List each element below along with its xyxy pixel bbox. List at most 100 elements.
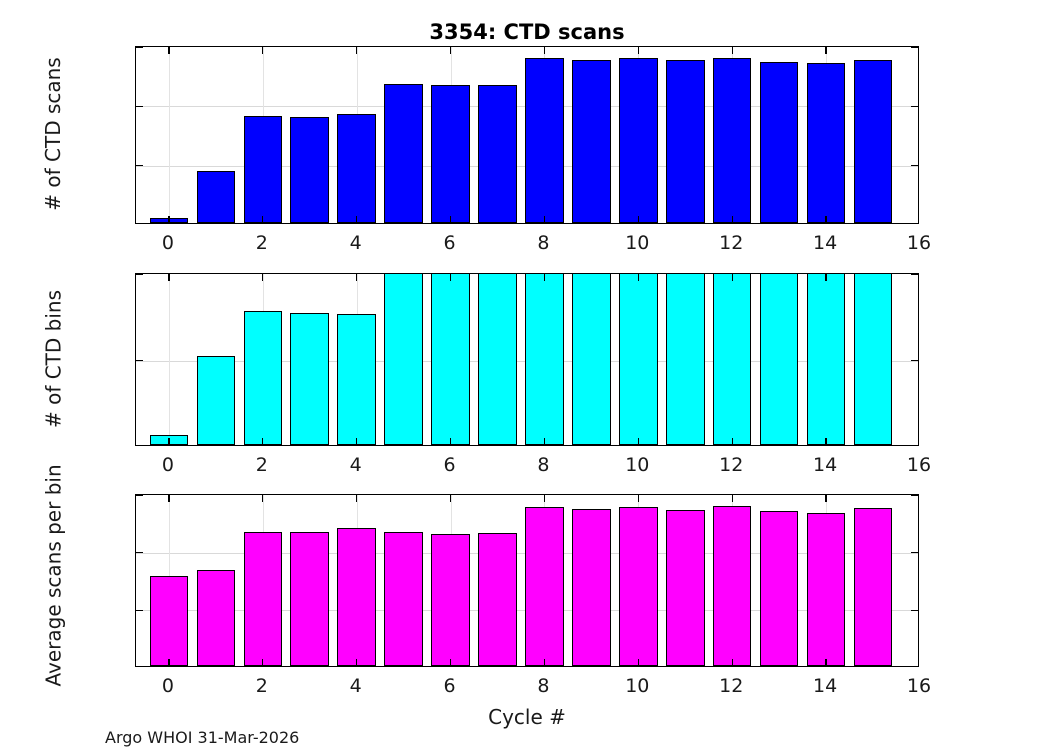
x-tick — [168, 438, 170, 445]
x-tick — [355, 438, 358, 445]
plot-area-average-scans-per-bin — [135, 494, 919, 667]
x-tick — [731, 659, 733, 666]
x-tick-label: 12 — [719, 675, 744, 697]
x-tick-label: 14 — [813, 232, 838, 254]
x-tick — [543, 659, 546, 666]
x-tick — [355, 659, 358, 666]
x-tick — [637, 659, 639, 666]
bar-cycle-12 — [712, 57, 752, 223]
bar-cycle-5 — [384, 274, 423, 445]
x-tick-label: 8 — [537, 675, 550, 697]
bar-cycle-9 — [572, 59, 611, 223]
bar-cycle-10 — [619, 506, 658, 666]
bar-cycle-9 — [572, 509, 611, 666]
y-tick — [911, 274, 918, 275]
x-tick — [825, 438, 827, 445]
x-tick-label: 16 — [906, 454, 932, 476]
bar-cycle-7 — [478, 85, 517, 223]
bar-cycle-10 — [619, 274, 658, 445]
x-tick — [731, 47, 733, 54]
y-tick — [911, 359, 918, 362]
bar-cycle-1 — [196, 170, 236, 223]
y-tick — [136, 274, 143, 275]
bar-cycle-14 — [806, 512, 846, 666]
bar-cycle-3 — [290, 313, 329, 445]
x-tick-label: 10 — [625, 454, 650, 476]
bar-cycle-6 — [431, 274, 470, 445]
bar-cycle-14 — [806, 274, 846, 445]
x-tick-label: 0 — [161, 454, 174, 476]
y-tick — [911, 164, 918, 167]
x-tick — [262, 438, 264, 445]
x-tick — [731, 495, 733, 502]
bar-cycle-7 — [478, 274, 517, 445]
x-tick-label: 6 — [443, 454, 456, 476]
bar-cycle-1 — [196, 356, 236, 445]
y-tick — [136, 551, 143, 554]
x-tick — [355, 495, 358, 502]
x-tick — [543, 438, 546, 445]
bar-cycle-12 — [712, 274, 752, 445]
x-tick-label: 14 — [813, 675, 838, 697]
x-tick-label: 14 — [813, 454, 838, 476]
bar-cycle-3 — [290, 117, 329, 223]
x-tick — [355, 216, 358, 223]
y-tick — [136, 164, 143, 167]
bar-cycle-3 — [290, 532, 329, 666]
x-tick-label: 2 — [255, 232, 268, 254]
plot-area-ctd-bins — [135, 273, 919, 446]
x-tick — [168, 274, 170, 281]
chart-title: 3354: CTD scans — [429, 20, 625, 44]
x-tick — [449, 216, 452, 223]
x-tick — [449, 274, 452, 281]
bar-cycle-2 — [243, 311, 282, 445]
x-tick — [731, 274, 733, 281]
y-axis-title-average-scans-per-bin: Average scans per bin — [41, 463, 65, 686]
x-tick — [355, 47, 358, 54]
x-gridline — [168, 47, 170, 223]
x-tick-label: 0 — [161, 232, 174, 254]
x-tick-label: 2 — [255, 675, 268, 697]
x-tick — [168, 495, 170, 502]
y-tick — [911, 495, 918, 496]
x-tick — [262, 495, 264, 502]
x-tick-label: 16 — [906, 232, 932, 254]
y-tick — [136, 495, 143, 496]
x-tick-label: 4 — [349, 232, 362, 254]
bar-cycle-9 — [572, 274, 611, 445]
x-axis-title: Cycle # — [488, 705, 566, 729]
y-axis-title-ctd-bins: # of CTD bins — [41, 289, 65, 428]
footer-credit: Argo WHOI 31-Mar-2026 — [105, 728, 300, 747]
x-tick-label: 4 — [349, 454, 362, 476]
x-tick-label: 10 — [625, 675, 650, 697]
bar-cycle-5 — [384, 532, 423, 666]
x-tick-label: 12 — [719, 454, 744, 476]
x-tick — [637, 274, 639, 281]
bar-cycle-11 — [666, 60, 705, 223]
bar-cycle-1 — [196, 570, 236, 666]
bar-cycle-8 — [525, 58, 564, 223]
x-tick — [543, 495, 546, 502]
x-tick — [449, 47, 452, 54]
x-tick-label: 2 — [255, 454, 268, 476]
bar-cycle-8 — [525, 506, 564, 666]
x-tick — [543, 216, 546, 223]
bar-cycle-8 — [525, 274, 564, 445]
bar-cycle-15 — [853, 60, 893, 223]
x-tick — [825, 216, 827, 223]
x-tick — [168, 47, 170, 54]
x-tick — [637, 438, 639, 445]
bar-cycle-0 — [149, 576, 189, 666]
x-tick — [262, 47, 264, 54]
bar-cycle-6 — [431, 85, 470, 223]
x-tick — [168, 659, 170, 666]
bar-cycle-13 — [759, 274, 799, 445]
y-tick — [911, 609, 918, 612]
x-tick — [543, 274, 546, 281]
x-gridline — [168, 274, 170, 445]
bar-cycle-7 — [478, 533, 517, 666]
x-tick-label: 8 — [537, 454, 550, 476]
bar-cycle-4 — [337, 113, 376, 223]
y-tick — [136, 609, 143, 612]
bar-cycle-13 — [759, 511, 799, 666]
